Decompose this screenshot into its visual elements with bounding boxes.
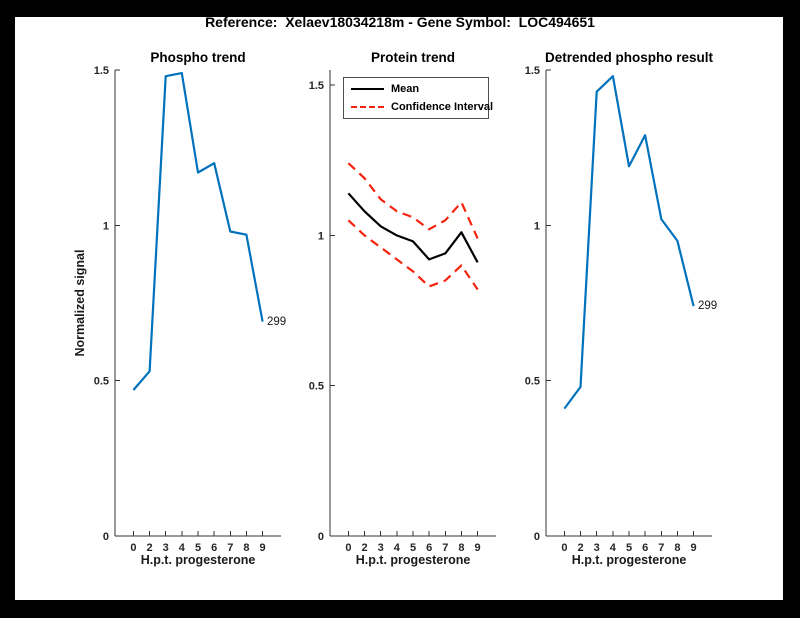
- y-tick-label: 0: [103, 531, 109, 543]
- x-tick-label: 4: [610, 542, 617, 554]
- x-tick-label: 8: [243, 542, 249, 554]
- x-tick-label: 2: [146, 542, 152, 554]
- x-tick-label: 0: [561, 542, 567, 554]
- x-tick-label: 5: [195, 542, 201, 554]
- x-tick-label: 2: [577, 542, 583, 554]
- y-tick-label: 0.5: [94, 376, 109, 388]
- x-tick-label: 6: [642, 542, 648, 554]
- y-axis-label: Normalized signal: [73, 249, 87, 357]
- x-axis-label-2: H.p.t. progesterone: [355, 553, 471, 567]
- x-tick-label: 4: [394, 542, 401, 554]
- x-tick-label: 5: [410, 542, 416, 554]
- legend-box: Mean Confidence Interval: [343, 77, 493, 119]
- x-tick-label: 7: [658, 542, 664, 554]
- legend-label-confidence-interval: Confidence Interval: [391, 100, 494, 113]
- x-tick-label: 9: [691, 542, 697, 554]
- x-tick-label: 6: [211, 542, 217, 554]
- y-tick-label: 1.5: [525, 65, 540, 77]
- legend-item-mean: Mean: [351, 83, 488, 95]
- legend-label-mean: Mean: [391, 83, 420, 96]
- x-tick-label: 8: [674, 542, 680, 554]
- x-tick-label: 0: [130, 542, 136, 554]
- x-tick-label: 9: [475, 542, 481, 554]
- endpoint-label-phospho: 299: [267, 316, 287, 328]
- x-tick-label: 2: [361, 542, 367, 554]
- ci-upper-line: [347, 162, 479, 239]
- y-tick-label: 1.5: [309, 80, 324, 92]
- x-tick-label: 3: [594, 542, 600, 554]
- phospho-line: [132, 71, 264, 391]
- endpoint-label-detrended: 299: [698, 300, 718, 312]
- subplot-title-phospho-trend: Phospho trend: [150, 50, 246, 65]
- mean-line-sample-icon: [351, 88, 384, 91]
- y-tick-label: 0: [534, 531, 540, 543]
- x-tick-label: 4: [179, 542, 186, 554]
- legend-item-confidence-interval: Confidence Interval: [351, 101, 493, 113]
- y-tick-label: 1: [103, 220, 109, 232]
- y-tick-label: 1.5: [94, 65, 109, 77]
- y-tick-label: 0: [318, 531, 324, 543]
- subplot-title-detrended-phospho: Detrended phospho result: [544, 50, 714, 65]
- x-tick-label: 7: [227, 542, 233, 554]
- detrended-phospho-line: [563, 75, 695, 410]
- x-tick-label: 8: [458, 542, 464, 554]
- x-axis-label-3: H.p.t. progesterone: [571, 553, 687, 567]
- confidence-interval-line-sample-icon: [351, 105, 384, 108]
- y-tick-label: 1: [318, 230, 324, 242]
- mean-line: [347, 192, 479, 263]
- x-tick-label: 9: [260, 542, 266, 554]
- y-tick-label: 0.5: [309, 381, 324, 393]
- y-tick-label: 1: [534, 220, 540, 232]
- x-axis-label-1: H.p.t. progesterone: [140, 553, 256, 567]
- x-tick-label: 7: [442, 542, 448, 554]
- x-tick-label: 0: [345, 542, 351, 554]
- figure-title: Reference: Xelaev18034218m - Gene Symbol…: [205, 14, 595, 30]
- subplot-title-protein-trend: Protein trend: [370, 50, 456, 65]
- ci-lower-line: [347, 219, 479, 291]
- x-tick-label: 5: [626, 542, 632, 554]
- x-tick-label: 6: [426, 542, 432, 554]
- y-tick-label: 0.5: [525, 376, 540, 388]
- x-tick-label: 3: [163, 542, 169, 554]
- x-tick-label: 3: [378, 542, 384, 554]
